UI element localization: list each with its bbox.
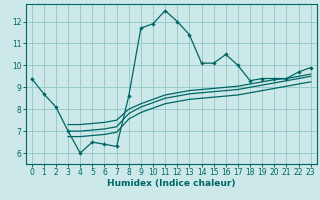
X-axis label: Humidex (Indice chaleur): Humidex (Indice chaleur) [107, 179, 236, 188]
